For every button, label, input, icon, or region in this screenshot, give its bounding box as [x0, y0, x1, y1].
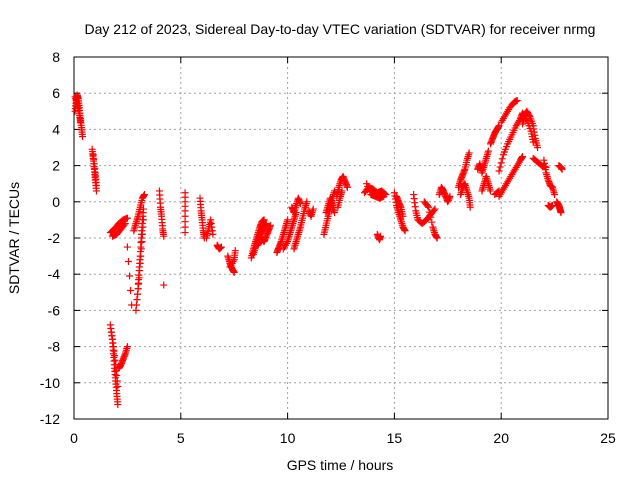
data-point — [466, 203, 474, 211]
data-point — [123, 343, 131, 351]
x-axis: 0 5 10 15 20 25 — [70, 57, 616, 446]
y-tick-label: 4 — [52, 121, 60, 137]
y-axis: -12 -10 -8 -6 -4 -2 0 2 4 6 8 — [40, 49, 608, 427]
data-point — [217, 243, 225, 251]
data-point — [380, 192, 388, 200]
data-point — [465, 149, 473, 157]
data-point — [548, 201, 556, 209]
data-point — [494, 188, 502, 196]
y-axis-title: SDTVAR / TECUs — [6, 182, 22, 294]
data-point — [495, 187, 503, 195]
data-point — [446, 192, 454, 200]
data-point — [331, 209, 339, 217]
y-tick-label: -12 — [40, 411, 60, 427]
data-point — [497, 159, 505, 167]
data-point — [139, 216, 147, 224]
y-tick-label: -8 — [48, 339, 61, 355]
data-point — [138, 230, 146, 238]
x-tick-label: 15 — [387, 430, 403, 446]
data-point — [139, 205, 147, 213]
data-points — [71, 91, 566, 409]
data-point — [401, 227, 409, 235]
data-point — [496, 163, 504, 171]
x-tick-label: 20 — [493, 430, 509, 446]
data-point — [484, 147, 492, 155]
data-point — [284, 216, 292, 224]
data-point — [534, 144, 542, 151]
data-point — [160, 281, 168, 289]
data-point — [209, 230, 217, 238]
data-point — [260, 216, 268, 224]
data-point — [231, 247, 239, 255]
data-point — [114, 401, 122, 409]
data-point — [135, 274, 143, 282]
data-point — [431, 205, 439, 213]
data-point — [430, 206, 438, 214]
data-point — [137, 245, 145, 253]
data-point — [92, 182, 100, 190]
data-point — [558, 165, 566, 173]
y-tick-label: 0 — [52, 194, 60, 210]
x-axis-title: GPS time / hours — [287, 457, 394, 473]
data-point — [126, 272, 134, 280]
data-point — [551, 191, 559, 199]
y-tick-label: 2 — [52, 158, 60, 174]
x-tick-label: 5 — [177, 430, 185, 446]
data-point — [425, 203, 433, 211]
data-point — [140, 191, 148, 199]
y-tick-label: -6 — [48, 302, 61, 318]
data-point — [79, 133, 87, 141]
data-point — [519, 153, 527, 161]
data-point — [138, 238, 146, 246]
y-tick-label: 6 — [52, 85, 60, 101]
data-point — [495, 167, 503, 175]
data-point — [120, 221, 128, 229]
data-point — [338, 187, 346, 195]
data-point — [139, 223, 147, 231]
y-tick-label: -4 — [48, 266, 61, 282]
y-tick-label: 8 — [52, 49, 60, 65]
data-point — [296, 200, 304, 208]
data-point — [426, 208, 434, 216]
data-point — [127, 286, 135, 294]
data-point — [124, 258, 132, 266]
x-tick-label: 25 — [600, 430, 616, 446]
data-point — [428, 218, 436, 226]
data-point — [114, 382, 122, 390]
data-point — [498, 155, 506, 163]
x-tick-label: 10 — [280, 430, 296, 446]
data-point — [343, 183, 351, 191]
data-point — [76, 118, 84, 126]
data-point — [181, 229, 189, 237]
data-point — [487, 187, 495, 195]
data-point — [136, 267, 144, 275]
chart-title: Day 212 of 2023, Sidereal Day-to-day VTE… — [85, 21, 596, 37]
data-point — [399, 212, 407, 220]
data-point — [230, 268, 238, 276]
data-point — [377, 232, 385, 240]
data-point — [303, 198, 311, 206]
data-point — [262, 220, 270, 228]
data-point — [123, 214, 131, 222]
data-point — [525, 111, 533, 119]
y-tick-label: -2 — [48, 230, 61, 246]
data-point — [495, 122, 503, 130]
data-point — [121, 220, 129, 228]
data-point — [557, 209, 565, 217]
x-tick-label: 0 — [70, 430, 78, 446]
data-point — [433, 234, 441, 242]
data-point — [309, 205, 317, 213]
data-point — [267, 221, 275, 229]
data-point — [424, 202, 432, 210]
data-point — [136, 259, 144, 267]
y-tick-label: -10 — [40, 375, 60, 391]
data-point — [137, 252, 145, 260]
data-point — [513, 96, 521, 104]
data-point — [160, 232, 168, 240]
data-point — [123, 243, 131, 251]
data-point — [427, 213, 435, 221]
